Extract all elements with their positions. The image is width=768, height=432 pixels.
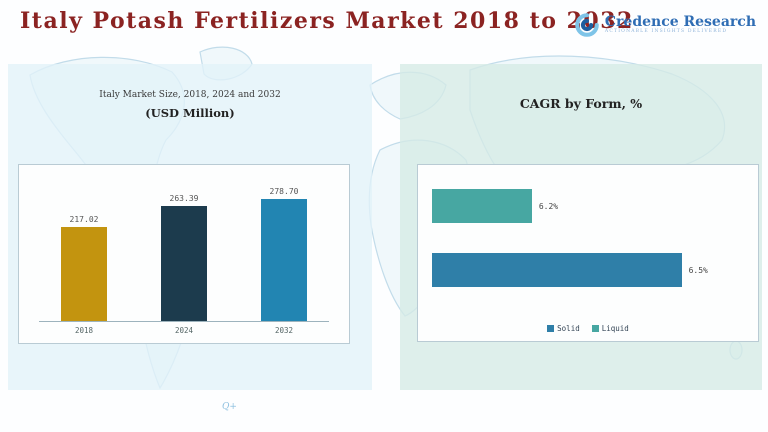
bar-2024 — [161, 206, 207, 322]
bar-2018 — [61, 227, 107, 322]
axis-label-2018: 2018 — [74, 326, 94, 335]
market-size-heading: Italy Market Size, 2018, 2024 and 2032 — [99, 90, 281, 100]
map-decoration-text: Q+ — [222, 402, 237, 412]
legend-swatch — [591, 325, 599, 332]
cagr-panel: CAGR by Form, % 6.2% 6.5% Solid Liquid — [400, 64, 762, 390]
credence-research-logo: Credence Research Actionable Insights De… — [574, 12, 756, 38]
x-axis-line — [39, 321, 329, 322]
legend-item-liquid: Liquid — [591, 324, 629, 333]
legend-swatch — [547, 325, 555, 332]
legend-item-solid: Solid — [547, 324, 580, 333]
axis-label-2032: 2032 — [274, 326, 294, 335]
market-size-subheading: (USD Million) — [145, 106, 235, 120]
bar-value-label: 217.02 — [69, 215, 99, 224]
bar-2032 — [261, 199, 307, 322]
bar-group-2032: 278.70 2032 — [261, 175, 307, 335]
bar-row-liquid: 6.2% — [432, 189, 744, 223]
legend-label: Solid — [557, 324, 580, 333]
logo-tagline: Actionable Insights Delivered — [604, 28, 728, 34]
cagr-heading: CAGR by Form, % — [519, 96, 643, 111]
axis-label-2024: 2024 — [174, 326, 194, 335]
market-size-panel: Italy Market Size, 2018, 2024 and 2032 (… — [8, 64, 372, 390]
market-size-chart-plot: 217.02 2018 263.39 2024 278.70 2032 — [33, 175, 335, 335]
bar-value-label: 6.5% — [688, 265, 708, 275]
bar-solid — [432, 253, 682, 287]
cagr-legend: Solid Liquid — [418, 324, 758, 333]
market-size-chart-card: 217.02 2018 263.39 2024 278.70 2032 — [18, 164, 350, 344]
bar-value-label: 6.2% — [538, 201, 559, 211]
legend-label: Liquid — [601, 324, 629, 333]
bar-liquid — [432, 189, 532, 223]
bar-row-solid: 6.5% — [432, 253, 744, 287]
bar-group-2018: 217.02 2018 — [61, 175, 107, 335]
bar-value-label: 278.70 — [269, 187, 299, 196]
logo-name: Credence Research — [604, 14, 756, 31]
page-title: Italy Potash Fertilizers Market 2018 to … — [20, 8, 634, 34]
cagr-chart-plot: 6.2% 6.5% — [432, 189, 744, 287]
bar-value-label: 263.39 — [169, 194, 199, 203]
cagr-chart-card: 6.2% 6.5% Solid Liquid — [417, 164, 759, 342]
credence-logo-icon — [575, 13, 599, 37]
bar-group-2024: 263.39 2024 — [161, 175, 207, 335]
